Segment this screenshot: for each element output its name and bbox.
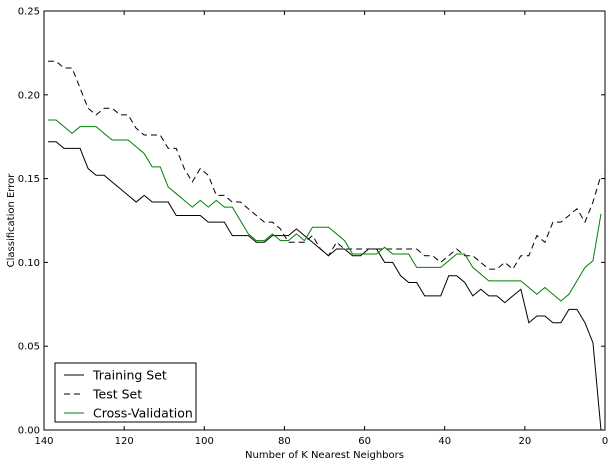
x-tick-label: 100 [195, 436, 214, 447]
y-tick-label: 0.25 [18, 7, 40, 18]
legend: Training Set Test Set Cross-Validation [54, 362, 197, 423]
axes-frame [43, 10, 606, 431]
plot-area [43, 10, 606, 431]
x-tick-label: 140 [34, 436, 53, 447]
legend-frame [54, 362, 197, 423]
y-tick-label: 0.00 [18, 426, 40, 437]
x-tick-label: 80 [278, 436, 291, 447]
x-tick-label: 20 [518, 436, 531, 447]
series-layer [48, 60, 602, 431]
x-axis-label: Number of K Nearest Neighbors [245, 450, 404, 461]
y-tick-label: 0.10 [18, 258, 40, 269]
y-axis-label: Classification Error [6, 173, 17, 268]
series-line-cross-validation [48, 119, 602, 302]
series-line-training-set [48, 141, 602, 431]
y-tick-label: 0.15 [18, 174, 40, 185]
legend-entry-label: Cross-Validation [93, 406, 193, 421]
legend-entry-label: Training Set [92, 368, 167, 383]
x-tick-label: 0 [602, 436, 608, 447]
series-line-test-set [48, 60, 602, 270]
legend-entry-label: Test Set [92, 387, 142, 402]
y-tick-label: 0.20 [18, 90, 40, 101]
x-tick-label: 60 [358, 436, 371, 447]
x-tick-label: 120 [115, 436, 134, 447]
y-tick-label: 0.05 [18, 342, 40, 353]
tick-labels: 140 120 100 80 60 40 20 0 0.00 0.05 0.10 0.15 0.20 0.… [18, 7, 608, 448]
x-tick-label: 40 [438, 436, 451, 447]
